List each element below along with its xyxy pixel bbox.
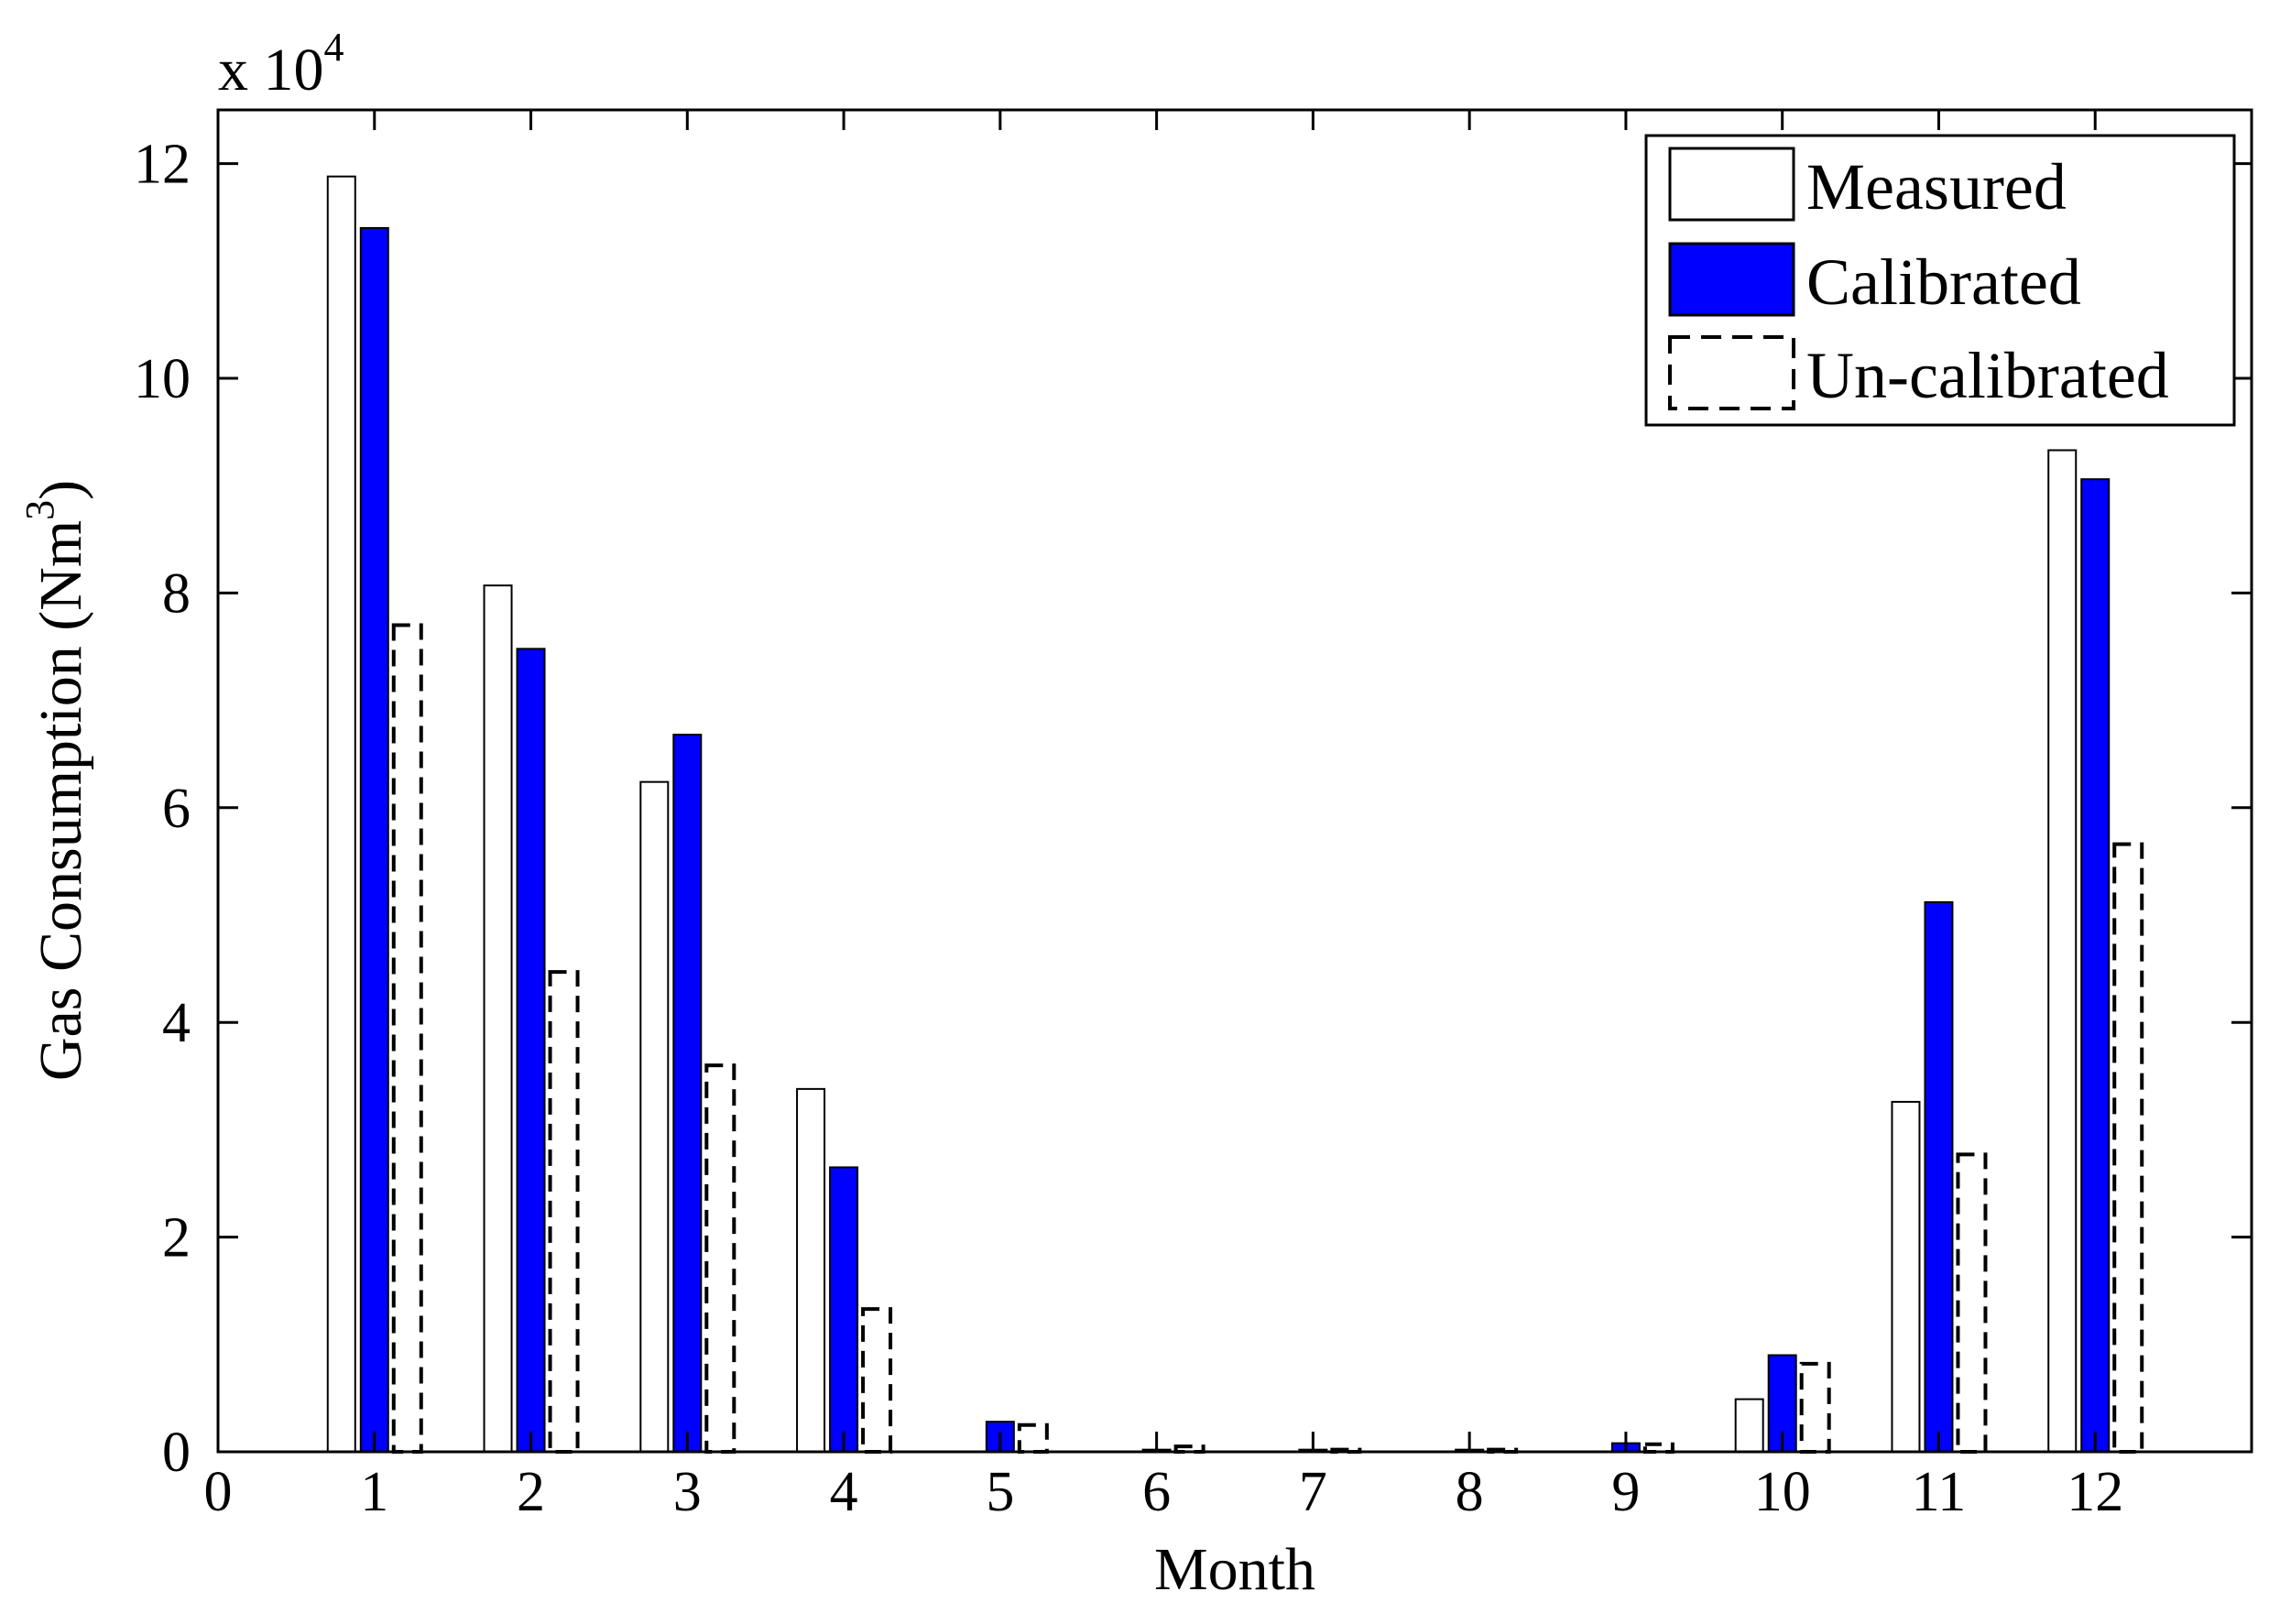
legend: Measured Calibrated Un-calibrated [1644,134,2236,427]
legend-label-uncalibrated: Un-calibrated [1806,339,2169,412]
x-tick-label-3: 3 [673,1461,702,1523]
bar-uncalibrated-month-4 [861,1307,893,1455]
bar-measured-month-12 [2047,449,2078,1453]
bar-uncalibrated-month-12 [2112,842,2144,1454]
bar-measured-month-3 [639,780,670,1453]
y-axis-title: Gas Consumption (Nm3) [17,480,94,1081]
y-tick-label-0: 0 [162,1422,191,1484]
bar-calibrated-month-3 [672,734,703,1453]
bar-uncalibrated-month-9 [1642,1442,1674,1455]
y-tick-label-12: 12 [134,134,191,196]
bar-calibrated-month-2 [516,648,546,1453]
y-tick-label-6: 6 [162,778,191,840]
bar-uncalibrated-month-1 [391,623,423,1454]
x-tick-label-4: 4 [830,1461,858,1523]
x-tick-label-12: 12 [2067,1461,2123,1523]
y-tick-label-2: 2 [162,1207,191,1270]
x-tick-label-7: 7 [1299,1461,1327,1523]
bar-calibrated-month-4 [829,1166,859,1454]
bar-measured-month-2 [483,584,513,1453]
x-tick-label-0: 0 [204,1461,233,1523]
plot-frame [216,108,2253,1454]
bar-measured-month-10 [1734,1398,1764,1454]
x-tick-label-2: 2 [517,1461,545,1523]
bar-calibrated-month-1 [359,226,389,1453]
y-tick-label-4: 4 [162,992,191,1054]
y-tick-label-8: 8 [162,562,191,625]
bar-calibrated-month-11 [1924,900,1954,1453]
y-tick-label-10: 10 [134,348,191,410]
legend-label-calibrated: Calibrated [1806,245,2081,319]
x-tick-label-11: 11 [1912,1461,1967,1523]
bar-measured-month-4 [796,1087,826,1453]
x-tick-label-10: 10 [1754,1461,1811,1523]
legend-swatch-calibrated [1668,242,1795,317]
bar-measured-month-1 [326,175,356,1454]
x-tick-label-6: 6 [1142,1461,1171,1523]
bar-uncalibrated-month-5 [1017,1422,1049,1454]
legend-swatch-uncalibrated [1668,335,1795,410]
x-tick-label-1: 1 [360,1461,388,1523]
bar-uncalibrated-month-3 [704,1063,736,1454]
bar-measured-month-11 [1891,1100,1921,1453]
bar-uncalibrated-month-6 [1173,1444,1205,1455]
y-axis-multiplier: x 104 [218,25,344,104]
legend-swatch-measured [1668,147,1795,222]
bar-calibrated-month-12 [2080,478,2111,1454]
x-tick-label-9: 9 [1611,1461,1640,1523]
x-tick-label-8: 8 [1456,1461,1484,1523]
bar-uncalibrated-month-10 [1799,1361,1831,1454]
bar-uncalibrated-month-11 [1956,1152,1988,1454]
legend-label-measured: Measured [1806,150,2067,223]
x-axis-title: Month [1154,1536,1315,1603]
bar-uncalibrated-month-2 [548,970,580,1454]
x-tick-label-5: 5 [986,1461,1014,1523]
